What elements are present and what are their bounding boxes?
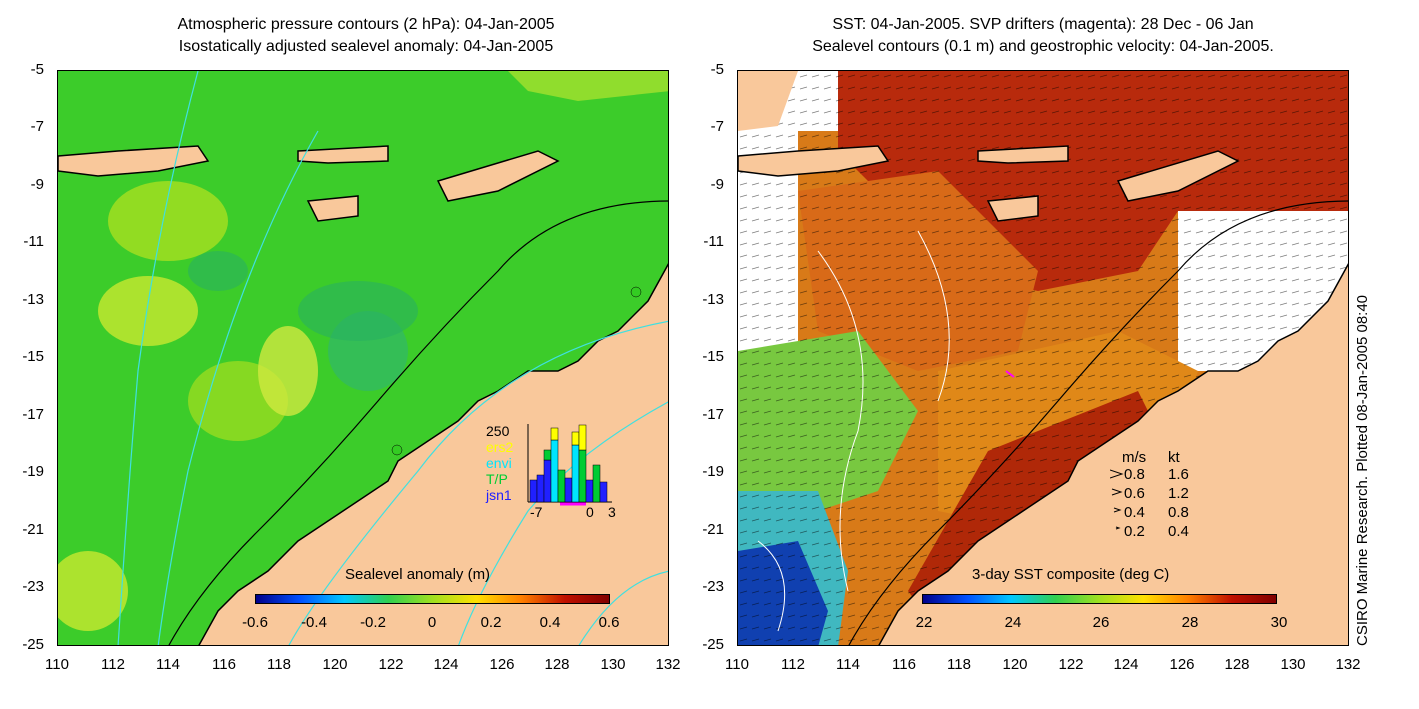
x-tick: 118 <box>267 656 291 673</box>
x-tick: 126 <box>1169 656 1195 673</box>
y-tick: -25 <box>22 636 44 653</box>
x-tick: 114 <box>836 656 860 673</box>
right-colorbar-label: 3-day SST composite (deg C) <box>972 566 1170 583</box>
velocity-row-ms: 0.2 <box>1124 523 1145 540</box>
left-title-line1: Atmospheric pressure contours (2 hPa): 0… <box>177 16 555 33</box>
left-cbar-tick: -0.4 <box>301 614 327 631</box>
velocity-row-kt: 1.2 <box>1168 485 1189 502</box>
x-tick: 130 <box>1280 656 1306 673</box>
right-title-line1: SST: 04-Jan-2005. SVP drifters (magenta)… <box>832 16 1254 33</box>
y-tick: -9 <box>710 176 724 193</box>
x-tick: 128 <box>1224 656 1250 673</box>
velocity-arrow-icons <box>1110 469 1124 530</box>
y-tick: -5 <box>30 61 44 78</box>
sst-map <box>737 70 1349 646</box>
x-tick: 116 <box>212 656 236 673</box>
x-tick: 110 <box>725 656 749 673</box>
x-tick: 120 <box>1002 656 1028 673</box>
y-tick: -21 <box>702 521 724 538</box>
velocity-row-ms: 0.4 <box>1124 504 1145 521</box>
left-cbar-tick: -0.2 <box>360 614 386 631</box>
sealevel-anomaly-map <box>57 70 669 646</box>
y-tick: -11 <box>703 233 724 250</box>
left-colorbar-label: Sealevel anomaly (m) <box>345 566 491 583</box>
inset-x-label-end: 3 <box>608 504 616 520</box>
x-tick: 116 <box>892 656 916 673</box>
y-tick: -7 <box>710 118 724 135</box>
right-cbar-tick: 24 <box>1004 614 1022 631</box>
sst-colorbar <box>922 594 1277 604</box>
inset-x-label-start: -7 <box>530 504 543 520</box>
x-tick: 122 <box>1058 656 1084 673</box>
x-tick: 126 <box>489 656 515 673</box>
velocity-row-ms: 0.8 <box>1124 466 1145 483</box>
x-tick: 124 <box>433 656 459 673</box>
inset-bars <box>527 424 612 506</box>
velocity-row-kt: 0.4 <box>1168 523 1189 540</box>
x-tick: 110 <box>45 656 69 673</box>
y-tick: -21 <box>22 521 44 538</box>
y-tick: -23 <box>22 578 44 595</box>
y-tick: -19 <box>22 463 44 480</box>
velocity-row-kt: 1.6 <box>1168 466 1189 483</box>
inset-label-envi: envi <box>486 455 512 471</box>
y-tick: -25 <box>702 636 724 653</box>
velocity-row-ms: 0.6 <box>1124 485 1145 502</box>
left-title-line2: Isostatically adjusted sealevel anomaly:… <box>178 38 554 55</box>
y-tick: -13 <box>702 291 724 308</box>
inset-ymax-label: 250 <box>486 423 510 439</box>
x-tick: 112 <box>781 656 805 673</box>
x-tick: 130 <box>600 656 626 673</box>
x-tick: 122 <box>378 656 404 673</box>
y-tick: -5 <box>710 61 724 78</box>
inset-label-ers2: ers2 <box>486 439 514 455</box>
velocity-row-kt: 0.8 <box>1168 504 1189 521</box>
left-cbar-tick: 0.4 <box>539 614 561 631</box>
credit-text: CSIRO Marine Research. Plotted 08-Jan-20… <box>1354 294 1371 646</box>
velocity-header-ms: m/s <box>1122 449 1147 466</box>
right-cbar-tick: 22 <box>915 614 933 631</box>
x-tick: 132 <box>655 656 681 673</box>
left-cbar-tick: 0 <box>427 614 437 631</box>
x-tick: 114 <box>156 656 180 673</box>
y-tick: -19 <box>702 463 724 480</box>
inset-label-jsn1: jsn1 <box>486 487 512 503</box>
right-cbar-tick: 28 <box>1181 614 1199 631</box>
altimeter-count-inset: 250 ers2 envi T/P jsn1 -7 0 3 <box>480 420 620 520</box>
y-tick: -11 <box>23 233 44 250</box>
inset-label-tp: T/P <box>486 471 508 487</box>
y-tick: -7 <box>30 118 44 135</box>
y-tick: -23 <box>702 578 724 595</box>
sealevel-map-graphic <box>58 71 668 645</box>
inset-x-label-mid: 0 <box>586 504 594 520</box>
x-tick: 120 <box>322 656 348 673</box>
y-tick: -13 <box>22 291 44 308</box>
right-title-line2: Sealevel contours (0.1 m) and geostrophi… <box>812 38 1274 55</box>
x-tick: 124 <box>1113 656 1139 673</box>
y-tick: -15 <box>22 348 44 365</box>
sst-map-graphic <box>738 71 1348 645</box>
right-cbar-tick: 26 <box>1092 614 1110 631</box>
y-tick: -9 <box>30 176 44 193</box>
y-tick: -17 <box>702 406 724 423</box>
sealevel-colorbar <box>255 594 610 604</box>
y-tick: -17 <box>22 406 44 423</box>
right-cbar-tick: 30 <box>1270 614 1288 631</box>
left-cbar-tick: 0.6 <box>598 614 620 631</box>
velocity-legend: m/s kt 0.8 1.6 0.6 1.2 0.4 0.8 0.2 0.4 <box>1110 448 1230 540</box>
x-tick: 132 <box>1335 656 1361 673</box>
left-cbar-tick: -0.6 <box>242 614 268 631</box>
inset-bar-stack <box>529 424 608 503</box>
velocity-header-kt: kt <box>1168 449 1180 466</box>
x-tick: 128 <box>544 656 570 673</box>
y-tick: -15 <box>702 348 724 365</box>
x-tick: 112 <box>101 656 125 673</box>
left-cbar-tick: 0.2 <box>480 614 502 631</box>
x-tick: 118 <box>947 656 971 673</box>
